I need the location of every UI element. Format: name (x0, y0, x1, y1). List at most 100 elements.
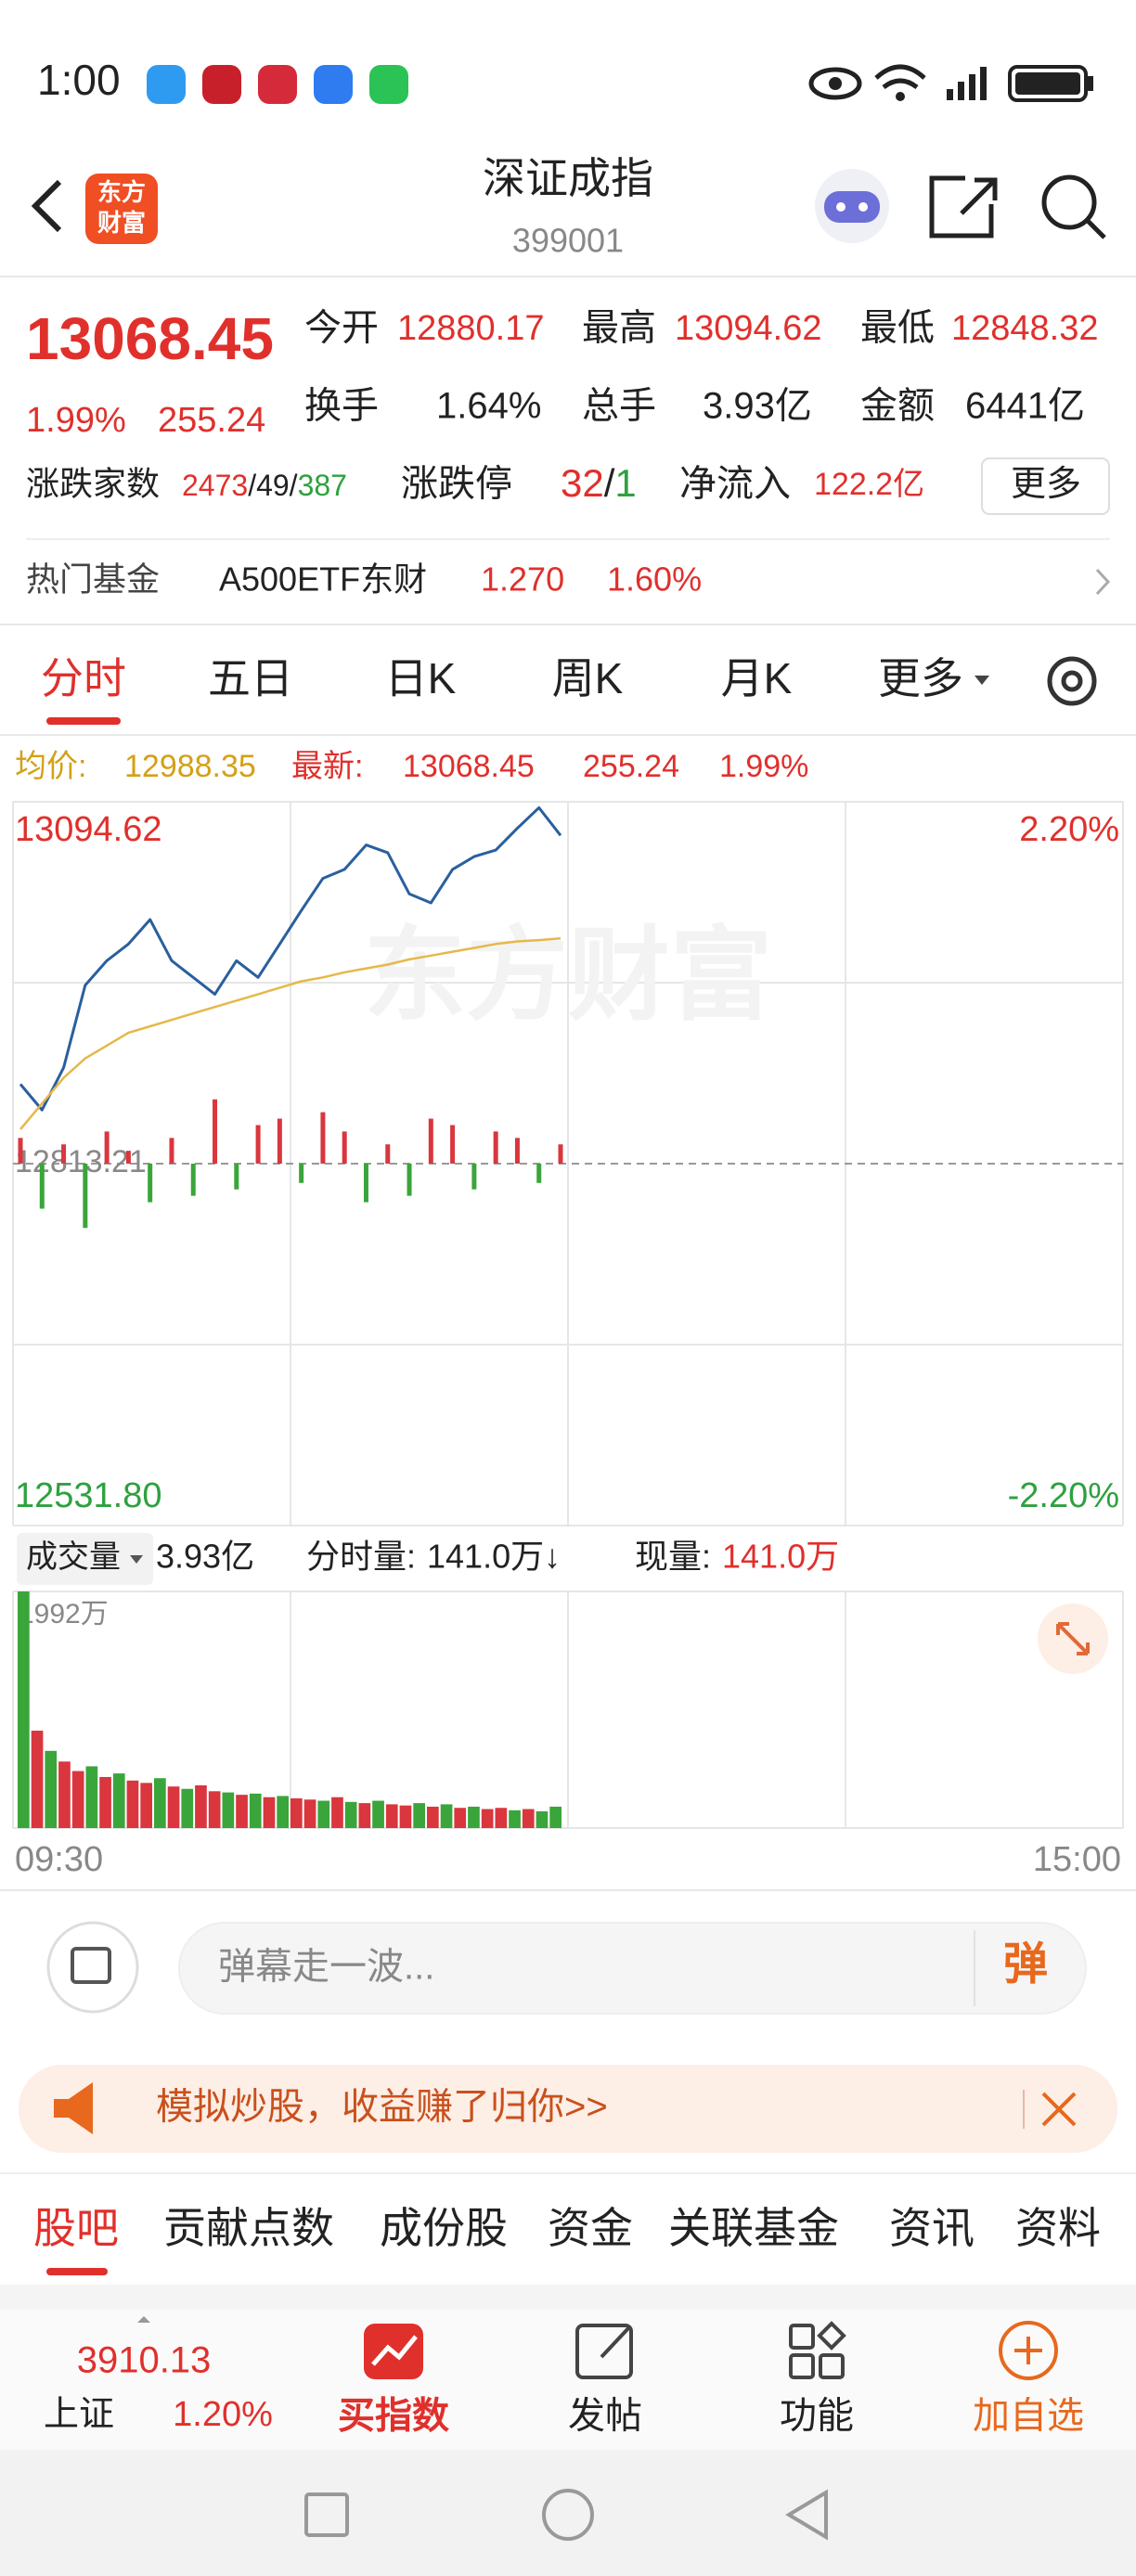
volume-chart: 1992万 09:30 15:00 (13, 1591, 1123, 1879)
section-tab[interactable]: 贡献点数 (163, 2204, 334, 2252)
avg-value: 12988.35 (124, 749, 256, 784)
inflow-value: 122.2亿 (814, 467, 924, 502)
comment-settings[interactable] (46, 1921, 139, 2014)
section-tab[interactable]: 关联基金 (668, 2204, 839, 2252)
more-button[interactable] (981, 457, 1110, 515)
flow-bar (320, 1112, 326, 1164)
nav-back[interactable] (785, 2489, 828, 2541)
flow-bar (471, 1164, 477, 1190)
search-button[interactable] (1041, 174, 1106, 239)
volume-bar (18, 1591, 30, 1828)
danmaku-button[interactable]: 弹 (1003, 1940, 1048, 1990)
back-button[interactable] (31, 179, 62, 233)
expand-button[interactable] (1038, 1604, 1108, 1674)
share-button[interactable] (929, 175, 998, 238)
volume-bar (236, 1795, 248, 1828)
flow-bar (39, 1164, 45, 1209)
flow-bar (407, 1164, 412, 1196)
chevron[interactable] (1095, 568, 1111, 596)
promo-banner[interactable] (19, 2065, 1117, 2153)
volume-bar (399, 1805, 412, 1828)
latest-label: 最新: (291, 749, 363, 784)
latest-change: 255.24 (583, 749, 679, 784)
flow-bar (514, 1138, 520, 1164)
stat-label: 最低 (860, 308, 935, 349)
nav-bar (0, 2450, 1136, 2576)
flow-bar (213, 1099, 218, 1164)
flow-bar (169, 1138, 174, 1164)
tab-indicator (46, 2268, 108, 2275)
section-tab[interactable]: 成份股 (380, 2204, 508, 2252)
index-name[interactable]: 上证 (44, 2395, 114, 2434)
volume-bar (522, 1809, 535, 1828)
bottom-item[interactable]: 功能 (780, 2396, 854, 2437)
period-tab[interactable]: 五日 (208, 654, 293, 702)
buy-index-icon[interactable] (364, 2324, 423, 2379)
nav-home[interactable] (542, 2489, 594, 2541)
y2-tick-label: -2.20% (1008, 1476, 1119, 1515)
section-tab[interactable]: 股吧 (33, 2204, 119, 2252)
flow-bar (342, 1131, 347, 1164)
index-value[interactable]: 3910.13 (77, 2340, 212, 2381)
separator: / (604, 461, 615, 505)
volume-bar (277, 1796, 289, 1828)
breadth-label: 涨跌家数 (26, 465, 160, 503)
volume-bar (112, 1773, 125, 1828)
stat-value: 3.93亿 (703, 386, 812, 427)
section-tab[interactable]: 资料 (1015, 2204, 1101, 2252)
volume-bar (413, 1803, 425, 1828)
stat-value: 12848.32 (951, 309, 1099, 348)
flow-bar (558, 1144, 563, 1164)
period-tab[interactable]: 月K (721, 654, 793, 702)
volume-bar (317, 1800, 330, 1828)
volume-bar (31, 1731, 44, 1828)
flow-bar (493, 1131, 498, 1164)
assistant-avatar[interactable] (815, 169, 889, 243)
period-tab[interactable]: 日K (385, 654, 457, 702)
bottom-item[interactable]: 加自选 (973, 2396, 1084, 2437)
separator: / (290, 469, 298, 502)
separator: / (248, 469, 256, 502)
settings-button[interactable] (1047, 656, 1097, 706)
banner-text[interactable]: 模拟炒股，收益赚了归你>> (156, 2087, 608, 2128)
comment-input[interactable] (178, 1922, 1087, 2015)
header-title: 深证成指 (483, 154, 653, 202)
down-count: 387 (298, 469, 347, 502)
nav-recents[interactable] (304, 2492, 349, 2537)
inflow-label: 净流入 (679, 464, 791, 505)
stat-label: 最高 (582, 308, 656, 349)
period-tab[interactable]: 分时 (41, 654, 126, 702)
volume-bar (45, 1750, 58, 1828)
breadth: 2473/49/387 (182, 469, 347, 502)
period-tab[interactable]: 周K (552, 654, 624, 702)
more-button-label[interactable]: 更多 (1011, 465, 1081, 504)
function-icon[interactable] (789, 2321, 846, 2379)
index-percent[interactable]: 1.20% (173, 2395, 273, 2434)
avg-label: 均价: (15, 749, 86, 784)
latest-percent: 1.99% (719, 749, 808, 784)
volume-bar (208, 1791, 221, 1828)
flat-count: 49 (256, 469, 290, 502)
limit-up: 32 (561, 461, 604, 505)
bottom-item[interactable]: 发帖 (568, 2396, 642, 2437)
app-logo: 东方 财富 (85, 174, 158, 244)
add-watch-icon[interactable] (999, 2321, 1058, 2380)
close-banner[interactable] (1041, 2092, 1077, 2127)
flow-bar (428, 1118, 433, 1164)
stat-value: 12880.17 (397, 309, 545, 348)
volume-bar (549, 1806, 562, 1828)
limit-down: 1 (614, 461, 636, 505)
volume-selector[interactable] (17, 1533, 153, 1585)
volume-selector-label[interactable]: 成交量 (26, 1539, 121, 1575)
section-tab[interactable]: 资金 (548, 2204, 633, 2252)
post-icon[interactable] (575, 2324, 633, 2379)
volume-bar (181, 1788, 194, 1828)
period-tab[interactable]: 更多 (878, 654, 963, 702)
bottom-item[interactable]: 买指数 (338, 2396, 449, 2437)
volume-total: 3.93亿 (156, 1538, 254, 1576)
comment-placeholder[interactable]: 弹幕走一波... (218, 1947, 434, 1988)
volume-bar (263, 1797, 276, 1828)
fund-name[interactable]: A500ETF东财 (219, 560, 427, 599)
section-tab[interactable]: 资讯 (889, 2204, 975, 2252)
flow-bar (148, 1164, 153, 1203)
